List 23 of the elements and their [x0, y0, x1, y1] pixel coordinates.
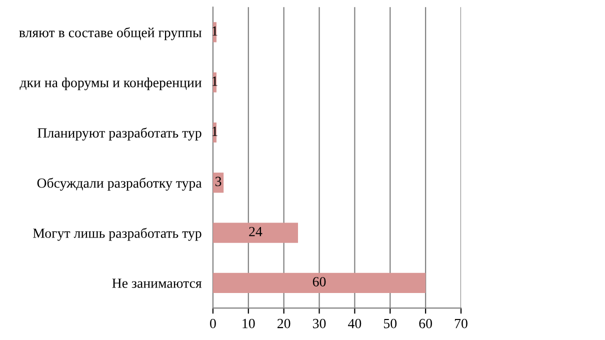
data-label: 3	[215, 176, 222, 186]
data-label: 24	[249, 226, 262, 236]
x-tick-label: 0	[210, 318, 216, 328]
x-tick-label: 30	[312, 318, 326, 328]
bar	[212, 222, 298, 243]
x-tick-label: 50	[384, 318, 397, 328]
x-tick-label: 10	[242, 318, 255, 328]
x-tick-label: 70	[454, 318, 468, 328]
data-label: 1	[212, 26, 218, 36]
bar	[212, 172, 224, 193]
x-tick-label: 60	[419, 318, 432, 328]
y-tick-label: Не занимаются	[112, 278, 202, 288]
x-tick-label: 20	[277, 318, 290, 328]
y-tick-label: дки на форумы и конференции	[20, 78, 202, 90]
data-label: 1	[212, 126, 218, 136]
y-tick-label: Могут лишь разработать тур	[33, 228, 202, 241]
bar	[212, 272, 426, 293]
y-tick-label: Обсуждали разработку тура	[37, 178, 202, 191]
x-tick-label: 40	[348, 318, 362, 328]
data-label: 1	[212, 76, 218, 86]
y-tick-label: Планируют разработать тур	[38, 128, 202, 140]
y-tick-label: вляют в составе общей группы	[19, 27, 202, 40]
data-label: 60	[312, 277, 326, 286]
